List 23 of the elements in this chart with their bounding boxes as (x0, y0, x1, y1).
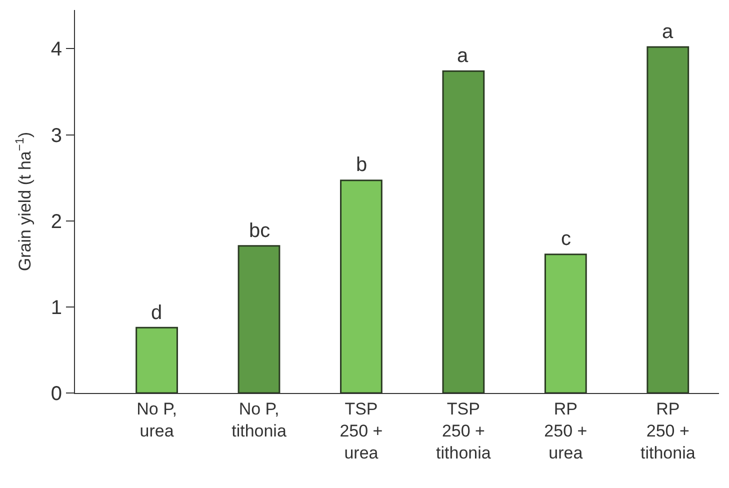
annotation: d (151, 302, 162, 324)
x-tick-label: RP 250 + urea (544, 399, 588, 463)
bar (544, 254, 587, 393)
bar (442, 70, 485, 393)
bar (136, 326, 178, 393)
x-tick-label: No P, tithonia (232, 399, 287, 440)
annotation: a (457, 45, 469, 67)
y-tick-label: 4 (50, 38, 62, 61)
x-tick-label: TSP 250 + urea (340, 399, 383, 463)
x-tick-label: RP 250 + tithonia (640, 399, 696, 463)
annotation: c (561, 228, 571, 250)
annotation: bc (249, 220, 270, 242)
bar (340, 180, 382, 393)
y-tick-label: 2 (50, 210, 62, 233)
annotation: a (662, 21, 674, 43)
y-tick-label: 1 (50, 296, 62, 319)
bar (646, 46, 690, 393)
x-tick-label: No P, urea (136, 399, 177, 440)
annotation: b (356, 154, 368, 176)
bar (238, 245, 280, 393)
y-tick-label: 0 (50, 383, 62, 405)
y-tick-label: 3 (50, 124, 62, 147)
x-tick-label: TSP 250 + tithonia (436, 399, 492, 463)
